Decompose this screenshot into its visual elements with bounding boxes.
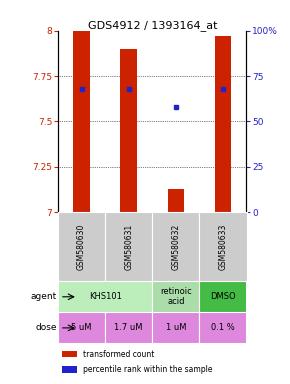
Text: KHS101: KHS101 [89, 292, 122, 301]
Bar [200, 312, 246, 343]
Text: agent: agent [31, 292, 57, 301]
Bar [200, 281, 246, 312]
Bar [152, 212, 200, 281]
Bar [215, 36, 231, 212]
Text: 0.1 %: 0.1 % [211, 323, 235, 333]
Bar [58, 281, 152, 312]
Bar [58, 212, 105, 281]
Text: percentile rank within the sample: percentile rank within the sample [82, 365, 212, 374]
Text: DMSO: DMSO [210, 292, 236, 301]
Bar [105, 212, 152, 281]
Text: 1.7 uM: 1.7 uM [115, 323, 143, 333]
Title: GDS4912 / 1393164_at: GDS4912 / 1393164_at [88, 20, 217, 31]
Bar [168, 189, 184, 212]
Text: 5 uM: 5 uM [71, 323, 92, 333]
Bar [73, 31, 90, 212]
Text: transformed count: transformed count [82, 349, 154, 359]
Text: retinoic
acid: retinoic acid [160, 287, 192, 306]
Bar [152, 281, 200, 312]
Bar [152, 312, 200, 343]
Bar [58, 312, 105, 343]
Text: dose: dose [36, 323, 57, 333]
Bar [120, 49, 137, 212]
Bar [62, 366, 77, 373]
Bar [200, 212, 246, 281]
Text: GSM580632: GSM580632 [171, 223, 180, 270]
Text: GSM580633: GSM580633 [218, 223, 227, 270]
Text: 1 uM: 1 uM [166, 323, 186, 333]
Bar [105, 312, 152, 343]
Bar [62, 351, 77, 358]
Text: GSM580630: GSM580630 [77, 223, 86, 270]
Text: GSM580631: GSM580631 [124, 223, 133, 270]
